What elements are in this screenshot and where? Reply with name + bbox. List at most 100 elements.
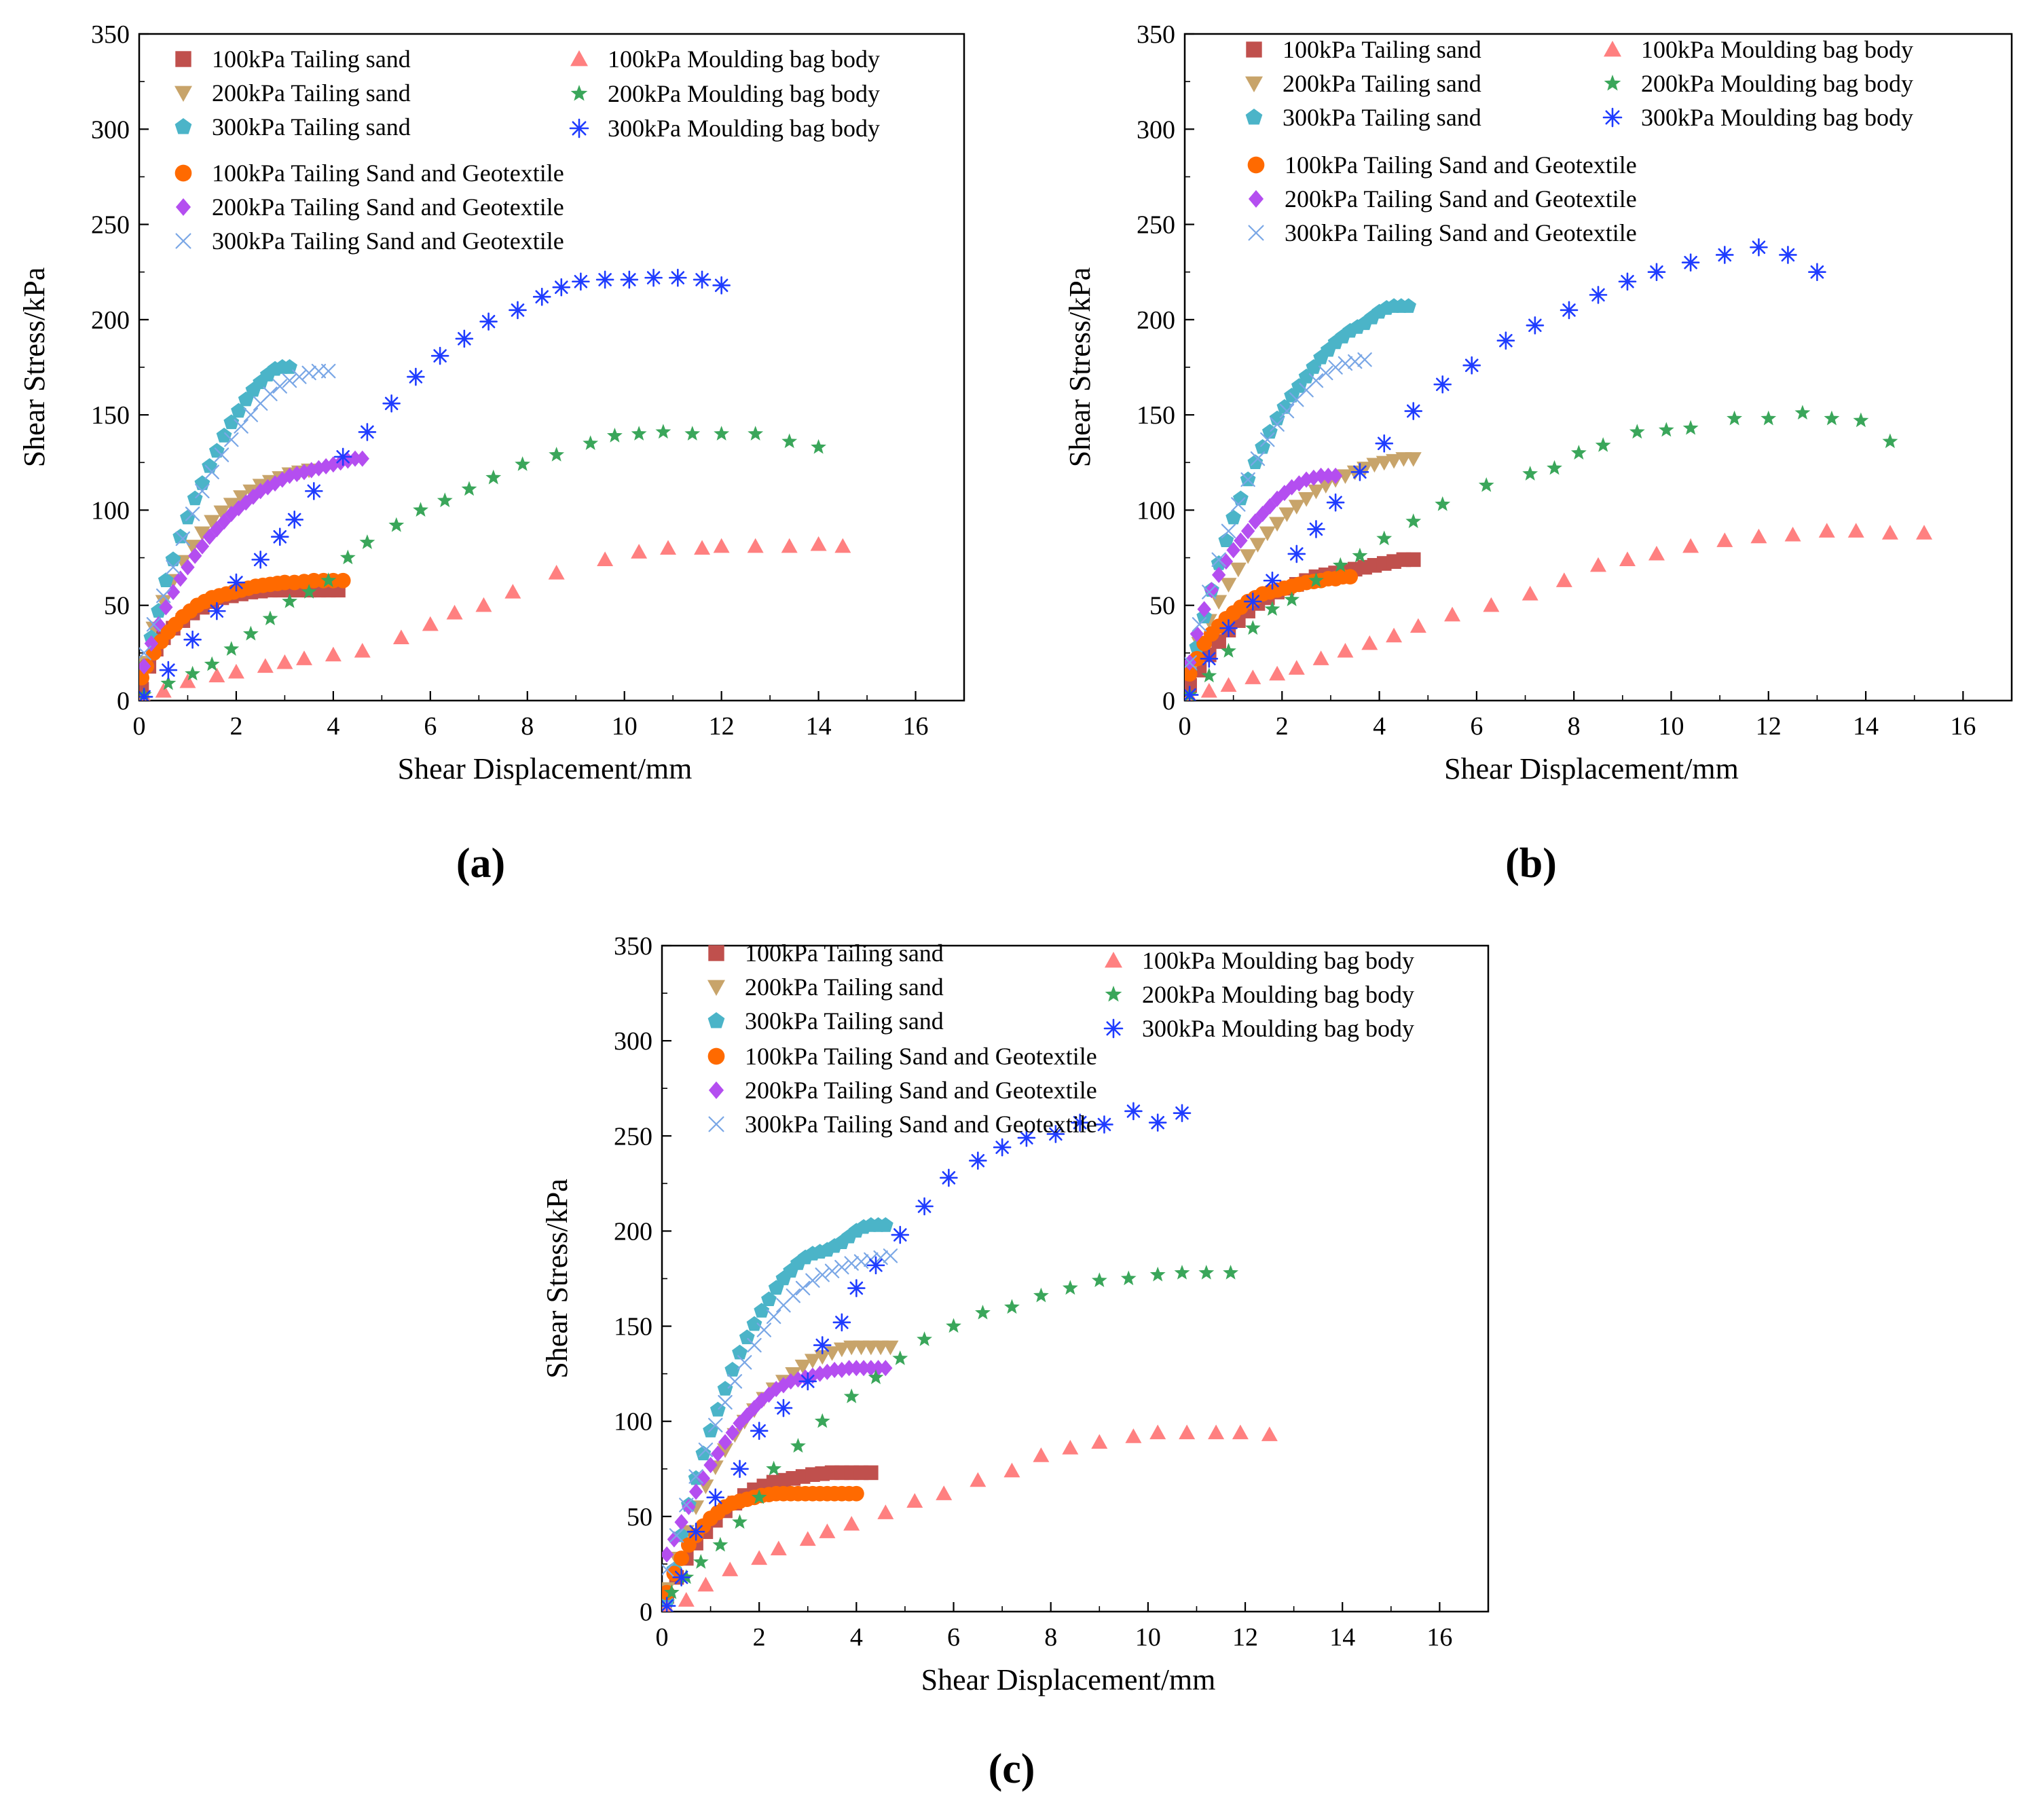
data-point	[717, 1381, 733, 1396]
series-200kpa-tailing-sand-and-geotextile	[1185, 467, 1343, 671]
data-point	[1240, 472, 1255, 487]
data-point	[1847, 523, 1864, 538]
data-point	[708, 1417, 723, 1433]
data-point	[620, 270, 639, 289]
data-point	[1496, 331, 1515, 350]
data-point	[1435, 496, 1451, 511]
data-point	[754, 1303, 770, 1318]
panel-b: 0 2 4 6 8 10 12 14 16 0 50 100 150 200 250 300 350 Shear …	[1063, 20, 2013, 785]
y-tick-label: 300	[91, 115, 130, 144]
data-point	[1248, 513, 1263, 530]
data-point	[227, 663, 244, 679]
y-tick-label: 150	[614, 1313, 652, 1341]
data-point	[663, 1584, 680, 1599]
data-point	[185, 665, 201, 681]
data-point	[1589, 286, 1608, 304]
legend-label: 300kPa Tailing sand	[1283, 104, 1481, 131]
data-point	[194, 475, 210, 490]
data-point	[1338, 356, 1353, 371]
data-point	[1337, 469, 1354, 484]
data-point	[718, 1394, 733, 1410]
data-point	[693, 1554, 709, 1569]
data-point	[262, 610, 278, 626]
data-point	[1173, 1104, 1192, 1122]
data-point	[864, 1360, 879, 1377]
series-100kpa-tailing-sand-and-geotextile	[139, 572, 351, 686]
legend-marker	[1245, 76, 1263, 92]
data-point	[1648, 545, 1665, 561]
series-200kpa-tailing-sand-and-geotextile	[139, 450, 369, 675]
data-point	[1185, 655, 1197, 670]
series-300kpa-moulding-bag-body	[139, 268, 731, 701]
data-point	[1287, 544, 1306, 563]
data-point	[1784, 526, 1801, 542]
x-tick-label: 2	[229, 712, 242, 741]
data-point	[321, 363, 336, 379]
data-point	[446, 604, 463, 620]
data-point	[159, 599, 173, 616]
data-point	[1062, 1439, 1079, 1455]
legend-marker	[1604, 41, 1621, 57]
legend-label: 100kPa Moulding bag body	[608, 45, 880, 73]
legend-marker	[1248, 225, 1264, 241]
data-point	[158, 572, 174, 587]
y-tick-label: 250	[1137, 211, 1175, 240]
legend-label: 100kPa Tailing sand	[212, 45, 411, 73]
data-point	[1560, 301, 1579, 320]
data-point	[1326, 493, 1345, 512]
data-point	[1376, 456, 1393, 471]
data-point	[1192, 617, 1207, 632]
data-point	[606, 428, 623, 443]
x-tick-label: 6	[1470, 712, 1483, 741]
data-point	[915, 1197, 934, 1216]
legend-marker	[707, 980, 725, 996]
data-point	[1618, 272, 1637, 291]
data-point	[325, 646, 342, 662]
data-point	[1185, 677, 1197, 693]
data-point	[282, 373, 297, 388]
data-point	[272, 379, 287, 394]
data-point	[696, 1470, 711, 1487]
data-point	[276, 654, 293, 669]
x-tick-label: 4	[327, 712, 339, 741]
data-point	[1342, 569, 1358, 585]
data-point	[339, 549, 356, 565]
x-axis-label: Shear Displacement/mm	[921, 1663, 1216, 1696]
legend-marker	[175, 198, 191, 216]
legend-marker	[570, 85, 588, 101]
data-point	[1794, 405, 1811, 420]
data-point	[257, 658, 274, 673]
data-point	[833, 1342, 850, 1358]
data-point	[1220, 677, 1237, 692]
data-point	[552, 278, 571, 297]
legend-label: 200kPa Tailing Sand and Geotextile	[212, 193, 564, 221]
data-point	[810, 536, 827, 551]
data-point	[686, 1522, 705, 1541]
data-point	[1221, 523, 1236, 538]
data-point	[1264, 601, 1280, 616]
data-point	[1095, 1115, 1113, 1134]
data-point	[877, 1504, 894, 1519]
data-point	[1462, 356, 1481, 375]
data-point	[1234, 532, 1248, 549]
legend-label: 200kPa Moulding bag body	[1142, 981, 1414, 1008]
data-point	[1232, 490, 1249, 506]
data-point	[485, 469, 502, 485]
data-point	[479, 312, 498, 331]
data-point	[1312, 650, 1329, 665]
x-tick-label: 0	[656, 1623, 669, 1652]
data-point	[1376, 530, 1393, 546]
data-point	[304, 482, 323, 500]
data-point	[1547, 460, 1562, 475]
legend-label: 300kPa Tailing sand	[212, 113, 411, 141]
data-point	[461, 481, 477, 496]
data-point	[515, 456, 531, 471]
data-point	[213, 505, 230, 521]
series-100kpa-moulding-bag-body	[1185, 523, 1933, 701]
x-tick-label: 10	[1135, 1623, 1161, 1652]
data-point	[688, 1469, 703, 1484]
data-point	[509, 301, 527, 320]
data-point	[1375, 434, 1394, 453]
data-point	[774, 1398, 793, 1417]
data-point	[694, 540, 711, 555]
